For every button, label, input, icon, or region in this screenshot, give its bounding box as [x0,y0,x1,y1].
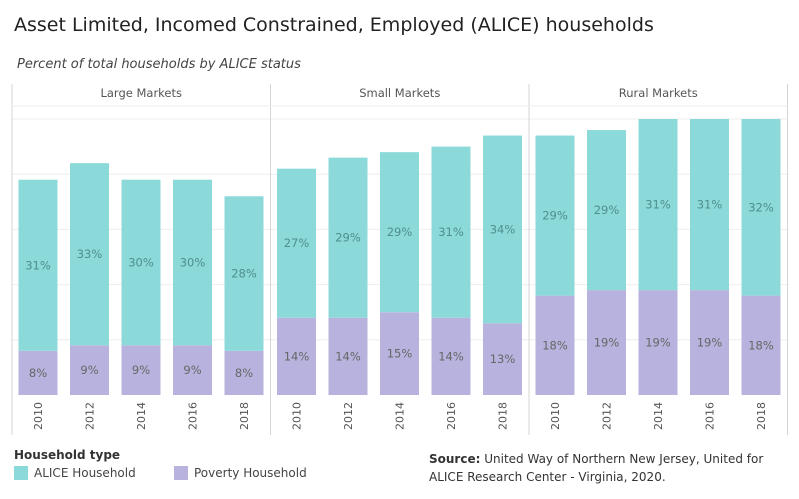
x-tick-label: 2014 [652,402,665,430]
legend-swatch-alice [14,466,28,480]
data-label-poverty: 19% [645,336,671,350]
bar-poverty [173,345,212,395]
data-label-poverty: 9% [132,363,150,377]
x-tick-label: 2014 [394,402,407,430]
x-tick-label: 2012 [601,402,614,430]
source-note: Source: United Way of Northern New Jerse… [429,450,789,486]
bar-poverty [277,317,316,395]
data-label-alice: 29% [594,203,620,217]
x-tick-label: 2010 [549,402,562,430]
data-label-poverty: 13% [490,352,516,366]
data-label-alice: 29% [387,225,413,239]
bar-alice [741,119,781,296]
source-label: Source: [429,452,481,466]
data-label-poverty: 9% [80,363,98,377]
legend-label-alice: ALICE Household [34,466,136,480]
panel-header: Rural Markets [619,86,698,100]
bar-poverty [535,295,575,395]
data-label-poverty: 19% [594,336,620,350]
bar-poverty [380,312,419,395]
bar-poverty [587,290,626,395]
bar-poverty [741,295,781,395]
data-label-poverty: 14% [335,349,361,363]
legend-label-poverty: Poverty Household [194,466,307,480]
data-label-poverty: 14% [284,349,310,363]
legend-title: Household type [14,448,121,462]
bar-alice [535,135,575,296]
x-tick-label: 2012 [342,402,355,430]
x-tick-label: 2012 [84,402,97,430]
data-label-alice: 31% [25,258,51,272]
bar-poverty [638,290,678,395]
x-tick-label: 2010 [32,402,45,430]
data-label-poverty: 9% [183,363,201,377]
data-label-alice: 31% [438,225,464,239]
bar-poverty [121,345,161,395]
x-tick-label: 2018 [755,402,768,430]
bar-alice [70,163,109,346]
bar-alice [18,179,58,351]
x-tick-label: 2018 [238,402,251,430]
legend-item-alice: ALICE Household [14,465,136,481]
data-label-poverty: 8% [29,366,47,380]
bar-alice [328,157,368,318]
data-label-poverty: 14% [438,349,464,363]
data-label-poverty: 8% [235,366,253,380]
x-tick-label: 2010 [291,402,304,430]
bar-alice [690,119,729,291]
bar-alice [224,196,264,351]
data-label-alice: 31% [697,198,723,212]
bar-alice [380,152,419,313]
bar-poverty [690,290,729,395]
bar-poverty [431,317,471,395]
bar-poverty [224,350,264,395]
data-label-alice: 33% [77,247,103,261]
data-label-alice: 34% [490,222,516,236]
x-tick-label: 2014 [135,402,148,430]
panel-header: Small Markets [359,86,440,100]
chart-title: Asset Limited, Incomed Constrained, Empl… [14,14,654,36]
x-tick-label: 2016 [704,402,717,430]
data-label-alice: 27% [284,236,310,250]
bar-alice [173,179,212,346]
data-label-poverty: 18% [542,338,568,352]
legend-item-poverty: Poverty Household [174,465,307,481]
data-label-alice: 29% [335,231,361,245]
source-text: United Way of Northern New Jersey, Unite… [429,452,764,484]
bar-alice [431,146,471,318]
bar-poverty [483,323,522,395]
x-tick-label: 2018 [497,402,510,430]
panel-header: Large Markets [100,86,182,100]
data-label-alice: 32% [748,200,774,214]
chart-subtitle: Percent of total households by ALICE sta… [17,57,301,72]
data-label-poverty: 18% [748,338,774,352]
data-label-poverty: 19% [697,336,723,350]
bar-poverty [18,350,58,395]
data-label-alice: 29% [542,209,568,223]
bar-alice [121,179,161,346]
bar-alice [277,168,316,318]
bar-alice [587,130,626,291]
data-label-alice: 30% [128,256,154,270]
data-label-alice: 28% [231,267,257,281]
x-tick-label: 2016 [445,402,458,430]
data-label-alice: 30% [180,256,206,270]
bar-alice [483,135,522,324]
data-label-poverty: 15% [387,347,413,361]
data-label-alice: 31% [645,198,671,212]
bar-poverty [328,317,368,395]
stacked-bar-chart: Large Markets 8% 31% 2010 9% 33% 2012 9% 30% 2014… [11,84,788,435]
bar-poverty [70,345,109,395]
bar-alice [638,119,678,291]
legend-swatch-poverty [174,466,188,480]
x-tick-label: 2016 [187,402,200,430]
